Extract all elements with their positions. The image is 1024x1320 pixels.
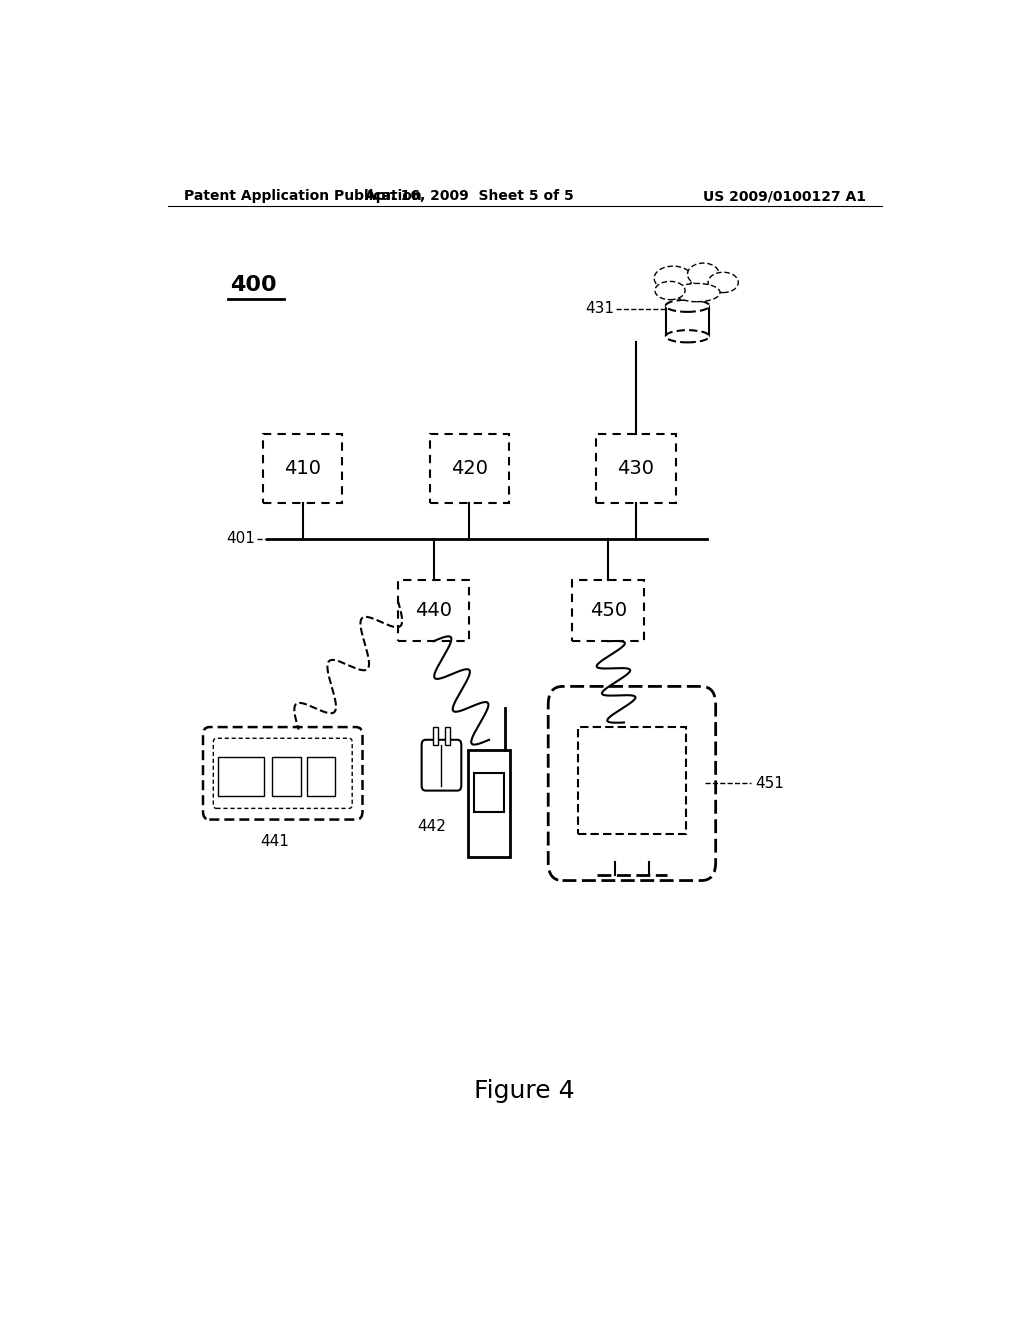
- Bar: [433, 726, 437, 744]
- Bar: [468, 751, 510, 857]
- FancyBboxPatch shape: [430, 434, 509, 503]
- Bar: [666, 306, 710, 337]
- Ellipse shape: [666, 330, 710, 342]
- Bar: [306, 758, 335, 796]
- Text: US 2009/0100127 A1: US 2009/0100127 A1: [703, 189, 866, 203]
- FancyBboxPatch shape: [422, 739, 461, 791]
- Bar: [272, 758, 301, 796]
- FancyBboxPatch shape: [263, 434, 342, 503]
- Ellipse shape: [674, 284, 720, 302]
- Ellipse shape: [709, 272, 738, 293]
- FancyBboxPatch shape: [203, 727, 362, 820]
- FancyBboxPatch shape: [572, 581, 644, 642]
- Text: 420: 420: [451, 459, 487, 478]
- FancyBboxPatch shape: [397, 581, 469, 642]
- Ellipse shape: [687, 263, 719, 285]
- Ellipse shape: [655, 281, 685, 300]
- Text: Figure 4: Figure 4: [474, 1080, 575, 1104]
- Text: Apr. 16, 2009  Sheet 5 of 5: Apr. 16, 2009 Sheet 5 of 5: [365, 189, 573, 203]
- Text: 441: 441: [260, 834, 289, 849]
- Text: 440: 440: [415, 601, 452, 620]
- Text: 451: 451: [756, 776, 784, 791]
- FancyBboxPatch shape: [596, 434, 676, 503]
- FancyBboxPatch shape: [548, 686, 716, 880]
- Bar: [445, 726, 451, 744]
- Bar: [218, 758, 264, 796]
- Text: 442: 442: [418, 818, 446, 834]
- Text: 430: 430: [617, 459, 654, 478]
- Ellipse shape: [654, 267, 692, 290]
- Text: 410: 410: [284, 459, 322, 478]
- Text: 401: 401: [226, 531, 255, 546]
- Text: 400: 400: [229, 276, 276, 296]
- Text: Patent Application Publication: Patent Application Publication: [183, 189, 421, 203]
- Bar: [579, 727, 685, 834]
- Bar: [474, 774, 504, 812]
- Text: 431: 431: [585, 301, 614, 317]
- FancyBboxPatch shape: [213, 738, 352, 808]
- Text: 450: 450: [590, 601, 627, 620]
- Ellipse shape: [666, 300, 710, 312]
